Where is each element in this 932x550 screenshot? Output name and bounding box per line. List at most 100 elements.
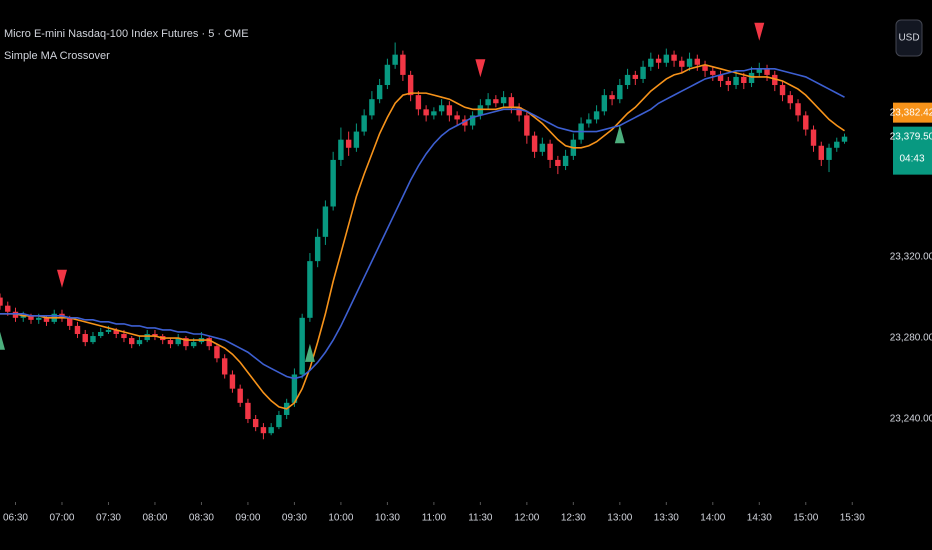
- candle-body: [741, 76, 747, 83]
- candle-body: [384, 64, 391, 86]
- candle-body: [524, 115, 530, 136]
- candle-body: [82, 334, 88, 343]
- x-tick-label: 12:30: [561, 513, 586, 524]
- ma-price-tag-label: 23,382.42: [890, 107, 932, 118]
- candle-body: [67, 317, 73, 326]
- candle-body: [508, 97, 515, 108]
- sell-signal: [754, 22, 765, 41]
- x-tick-label: 15:00: [793, 513, 818, 524]
- candle-body: [663, 54, 670, 63]
- candle-body: [787, 95, 793, 104]
- candle-body: [694, 58, 701, 65]
- sell-signal: [475, 59, 486, 78]
- y-tick-label: 23,240.00: [890, 414, 932, 425]
- candle-body: [376, 85, 383, 100]
- candle-body: [291, 374, 298, 403]
- countdown-label: 04:43: [899, 153, 924, 164]
- candle-body: [686, 58, 693, 67]
- candle-body: [129, 338, 135, 345]
- candle-body: [593, 111, 600, 120]
- candle-body: [121, 334, 127, 339]
- candle-body: [446, 105, 453, 116]
- candle-body: [407, 74, 414, 96]
- candle-body: [795, 103, 801, 116]
- candle-body: [717, 74, 724, 81]
- buy-signal: [614, 125, 625, 144]
- candle-body: [500, 97, 507, 104]
- candle-body: [454, 115, 460, 120]
- candle-body: [330, 159, 336, 207]
- candle-body: [183, 338, 189, 347]
- candle-body: [679, 60, 685, 67]
- candle-body: [733, 76, 739, 86]
- candle-body: [237, 388, 243, 403]
- candle-body: [260, 427, 267, 434]
- candle-body: [167, 340, 174, 345]
- candle-body: [624, 74, 631, 86]
- currency-label[interactable]: USD: [898, 33, 919, 44]
- x-tick-label: 12:00: [514, 513, 539, 524]
- candle-body: [206, 338, 212, 347]
- x-tick-label: 11:00: [422, 513, 447, 524]
- candle-body: [586, 119, 592, 124]
- candle-body: [152, 334, 158, 337]
- candle-body: [818, 145, 824, 160]
- y-tick-label: 23,280.00: [890, 333, 932, 344]
- ma-price-tag: [893, 102, 932, 123]
- candle-body: [547, 143, 553, 160]
- candle-body: [252, 419, 259, 428]
- x-tick-label: 09:30: [282, 513, 307, 524]
- candle-body: [28, 315, 34, 320]
- candle-body: [276, 414, 282, 428]
- candle-body: [214, 346, 220, 359]
- candle-body: [725, 80, 732, 86]
- plot-area: [0, 22, 848, 440]
- candle-body: [12, 311, 19, 318]
- x-tick-label: 08:00: [142, 513, 167, 524]
- candle-body: [609, 95, 615, 100]
- candle-body: [710, 70, 716, 75]
- y-tick-label: 23,320.00: [890, 252, 932, 263]
- chart-title: Micro E-mini Nasdaq-100 Index Futures · …: [4, 28, 249, 40]
- candle-body: [392, 54, 398, 65]
- candle-body: [648, 58, 654, 67]
- currency-button[interactable]: [895, 19, 923, 57]
- candle-body: [748, 72, 755, 83]
- candle-body: [779, 85, 786, 96]
- moving-average-line: [0, 63, 845, 410]
- candle-body: [136, 340, 143, 345]
- candle-body: [562, 155, 569, 166]
- candle-body: [516, 107, 522, 116]
- candle-body: [431, 111, 437, 116]
- candle-body: [299, 317, 305, 375]
- candle-body: [438, 105, 445, 112]
- candle-body: [469, 115, 476, 126]
- x-tick-label: 10:30: [375, 513, 400, 524]
- candle-body: [144, 334, 150, 341]
- candle-body: [221, 358, 228, 375]
- candle-body: [640, 66, 646, 79]
- candle-body: [338, 139, 344, 160]
- candle-body: [810, 129, 817, 146]
- candle-body: [322, 206, 329, 237]
- x-tick-label: 14:30: [747, 513, 772, 524]
- candle-body: [671, 54, 677, 61]
- candle-body: [369, 99, 375, 116]
- candle-body: [268, 427, 274, 434]
- candle-body: [353, 131, 360, 148]
- candle-body: [190, 342, 197, 347]
- x-tick-label: 15:30: [840, 513, 865, 524]
- candle-body: [229, 374, 236, 389]
- candle-body: [307, 261, 313, 318]
- candle-body: [555, 159, 561, 166]
- candle-body: [361, 115, 367, 132]
- candle-body: [400, 54, 406, 75]
- candle-body: [826, 147, 832, 160]
- candle-body: [462, 119, 468, 126]
- candle-body: [90, 336, 96, 343]
- candle-body: [0, 297, 3, 306]
- candle-body: [415, 95, 422, 110]
- x-tick-label: 06:30: [3, 513, 28, 524]
- candle-body: [314, 236, 321, 262]
